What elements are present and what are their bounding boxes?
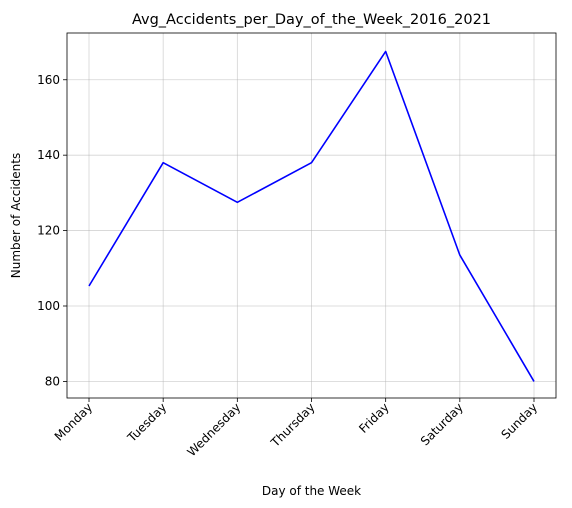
- y-tick-label: 160: [37, 73, 60, 87]
- x-axis-ticks: Monday Tuesday Wednesday Thursday Friday Satu…: [52, 398, 540, 459]
- y-tick-label: 140: [37, 148, 60, 162]
- chart-title: Avg_Accidents_per_Day_of_the_Week_2016_2…: [132, 12, 491, 28]
- x-tick-label: Monday: [52, 400, 95, 443]
- y-tick-label: 80: [45, 374, 60, 388]
- x-axis-label: Day of the Week: [262, 484, 361, 498]
- x-tick-label: Wednesday: [184, 400, 243, 459]
- grid: [67, 33, 556, 398]
- x-tick-label: Saturday: [418, 400, 466, 448]
- y-tick-label: 100: [37, 299, 60, 313]
- y-axis-ticks: 80 100 120 140 160: [37, 73, 67, 388]
- x-tick-label: Sunday: [498, 400, 540, 442]
- x-tick-label: Thursday: [268, 400, 318, 450]
- y-tick-label: 120: [37, 224, 60, 238]
- x-tick-label: Friday: [356, 400, 392, 436]
- y-axis-label: Number of Accidents: [9, 153, 23, 279]
- x-tick-label: Tuesday: [124, 400, 169, 445]
- series-layer: [88, 50, 535, 382]
